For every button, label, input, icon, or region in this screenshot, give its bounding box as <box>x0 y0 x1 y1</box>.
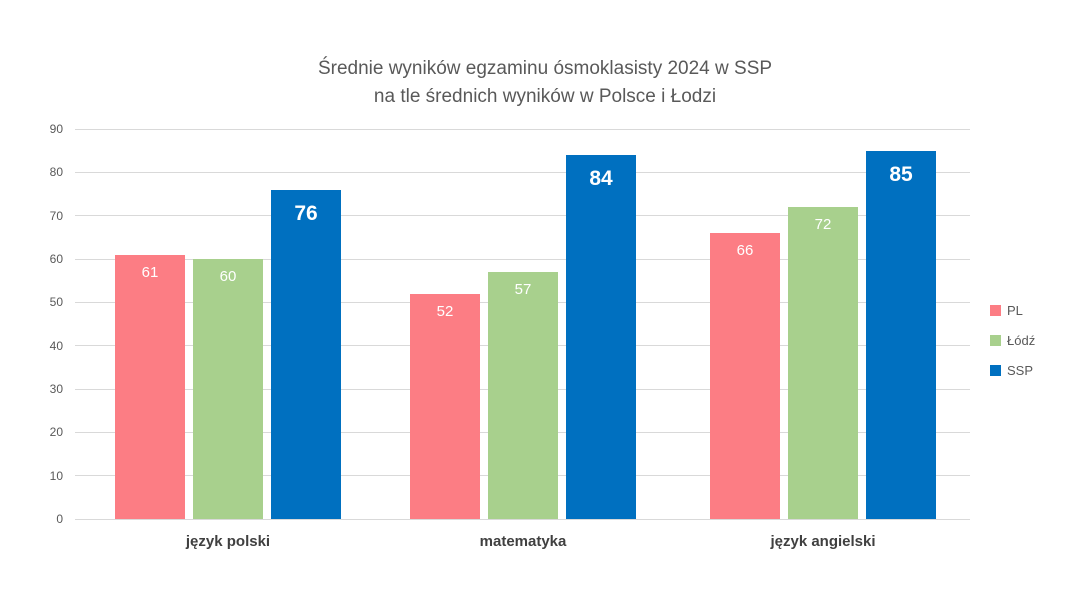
bar-group-jezyk-angielski: 66 72 85 <box>710 150 936 519</box>
chart-title: Średnie wyników egzaminu ósmoklasisty 20… <box>0 55 1090 111</box>
gridline-70 <box>75 215 970 217</box>
chart-title-line1: Średnie wyników egzaminu ósmoklasisty 20… <box>317 58 773 79</box>
bar-value-label: 52 <box>436 302 454 320</box>
y-axis-tick-label-0: 0 <box>56 512 63 526</box>
gridline-90 <box>75 128 970 130</box>
legend-label-ssp: SSP <box>1007 362 1034 378</box>
chart-title-line2: na tle średnich wyników w Polsce i Łodzi <box>373 86 717 107</box>
bar-value-label: 66 <box>736 242 754 259</box>
bar-lodz-jezyk-polski: 60 <box>193 259 263 519</box>
bar-value-label: 72 <box>814 216 832 233</box>
bar-value-label: 85 <box>889 162 913 186</box>
y-axis-tick-label-10: 10 <box>49 468 63 483</box>
legend-item-ssp: SSP <box>990 355 1035 385</box>
legend-item-lodz: Łódź <box>990 325 1035 355</box>
bar-pl-jezyk-polski: 61 <box>115 254 185 519</box>
y-axis-tick-label-80: 80 <box>49 165 63 180</box>
y-axis-tick-label-40: 40 <box>49 338 63 353</box>
legend-swatch-icon-lodz <box>990 334 1001 346</box>
y-axis-tick-label-50: 50 <box>49 295 63 310</box>
legend-swatch-icon-ssp <box>990 364 1001 376</box>
bar-group-matematyka: 52 57 84 <box>410 155 636 519</box>
bar-value-label: 57 <box>514 281 532 298</box>
y-axis-tick-label-30: 30 <box>49 382 63 396</box>
category-label-matematyka: matematyka <box>479 533 567 550</box>
bar-lodz-matematyka: 57 <box>488 272 558 519</box>
y-axis-tick-label-70: 70 <box>49 208 63 223</box>
bar-value-label: 84 <box>589 167 613 190</box>
bar-pl-matematyka: 52 <box>410 293 480 519</box>
bar-value-label: 76 <box>294 201 318 225</box>
bar-pl-jezyk-angielski: 66 <box>710 233 780 519</box>
gridline-80 <box>75 171 970 173</box>
legend: PL Łódź SSP <box>990 295 1035 385</box>
legend-label-lodz: Łódź <box>1007 332 1036 348</box>
gridline-0 <box>75 518 970 520</box>
bar-value-label: 61 <box>141 263 159 281</box>
bar-group-jezyk-polski: 61 60 76 <box>115 189 341 519</box>
y-axis-tick-label-90: 90 <box>49 122 63 136</box>
legend-swatch-icon-pl <box>990 304 1001 316</box>
bar-lodz-jezyk-angielski: 72 <box>788 207 858 519</box>
bar-ssp-jezyk-angielski: 85 <box>866 150 936 519</box>
y-axis-tick-label-60: 60 <box>49 252 63 266</box>
plot-area: 0 10 20 30 40 50 60 70 80 90 61 60 76 język polski 52 5… <box>50 122 970 550</box>
category-label-jezyk-polski: język polski <box>185 533 271 550</box>
category-label-jezyk-angielski: język angielski <box>770 533 876 550</box>
y-axis-tick-label-20: 20 <box>49 425 63 440</box>
legend-label-pl: PL <box>1007 302 1023 318</box>
bar-ssp-matematyka: 84 <box>566 155 636 519</box>
bar-value-label: 60 <box>219 268 237 285</box>
legend-item-pl: PL <box>990 295 1035 325</box>
gridline-60 <box>75 258 970 260</box>
bar-ssp-jezyk-polski: 76 <box>271 189 341 519</box>
